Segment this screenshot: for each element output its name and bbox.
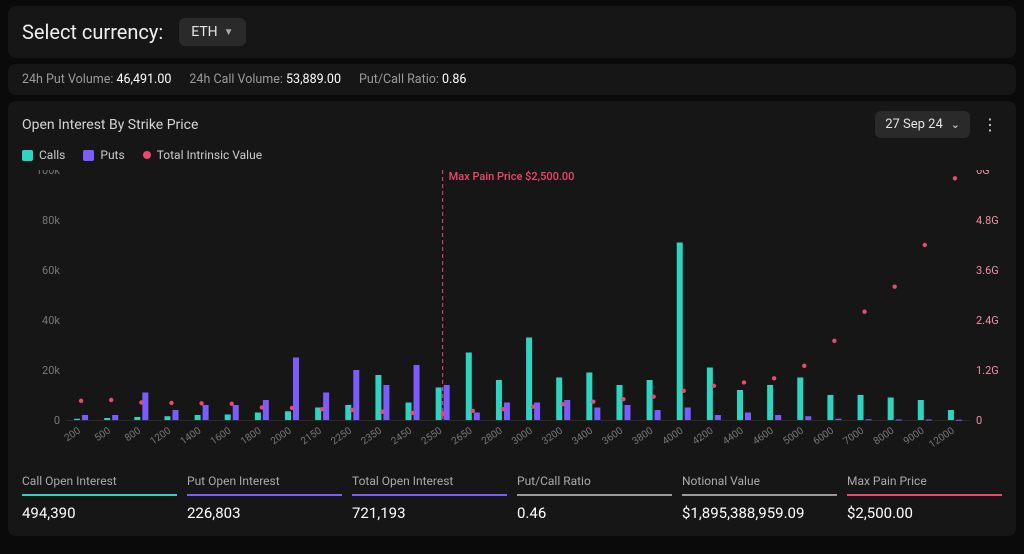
summary-bar bbox=[847, 494, 1002, 496]
svg-text:2350: 2350 bbox=[359, 425, 384, 447]
svg-text:0: 0 bbox=[54, 414, 60, 427]
summary-value: 721,193 bbox=[352, 504, 507, 522]
currency-select[interactable]: ETH ▼ bbox=[179, 18, 245, 46]
summary-item: Call Open Interest 494,390 bbox=[22, 470, 177, 522]
svg-text:4400: 4400 bbox=[721, 425, 746, 447]
call-volume-stat: 24h Call Volume: 53,889.00 bbox=[189, 72, 341, 87]
legend-puts[interactable]: Puts bbox=[83, 148, 124, 162]
summary-bar bbox=[352, 494, 507, 496]
chevron-down-icon: ⌄ bbox=[951, 118, 960, 131]
svg-text:6000: 6000 bbox=[811, 425, 836, 447]
summary-label: Max Pain Price bbox=[847, 474, 1002, 488]
summary-value: 226,803 bbox=[187, 504, 342, 522]
currency-value: ETH bbox=[191, 24, 217, 40]
svg-text:7000: 7000 bbox=[842, 425, 867, 447]
svg-text:2250: 2250 bbox=[329, 425, 354, 447]
svg-text:2000: 2000 bbox=[269, 425, 294, 447]
svg-text:3000: 3000 bbox=[510, 425, 535, 447]
svg-text:500: 500 bbox=[93, 425, 113, 444]
more-menu-button[interactable]: ⋮ bbox=[978, 113, 1002, 137]
svg-text:1.2G: 1.2G bbox=[976, 364, 999, 377]
chart-title: Open Interest By Strike Price bbox=[22, 117, 198, 133]
svg-text:3600: 3600 bbox=[600, 425, 625, 447]
chart-area: 0 20k 40k 60k 80k 100k 0 1.2G 2.4G 3.6G 4.8G 6G 200 5… bbox=[22, 170, 1002, 460]
summary-item: Put Open Interest 226,803 bbox=[187, 470, 342, 522]
svg-text:40k: 40k bbox=[42, 314, 60, 327]
stats-panel: 24h Put Volume: 46,491.00 24h Call Volum… bbox=[8, 64, 1016, 95]
svg-text:2650: 2650 bbox=[450, 425, 475, 447]
legend-calls[interactable]: Calls bbox=[22, 148, 65, 162]
dots-vertical-icon: ⋮ bbox=[982, 115, 998, 134]
summary-label: Total Open Interest bbox=[352, 474, 507, 488]
summary-bar bbox=[22, 494, 177, 496]
svg-text:3200: 3200 bbox=[540, 425, 565, 447]
svg-text:4.8G: 4.8G bbox=[976, 214, 999, 227]
svg-text:Max Pain Price $2,500.00: Max Pain Price $2,500.00 bbox=[449, 170, 575, 183]
chart-panel: Open Interest By Strike Price 27 Sep 24 … bbox=[8, 101, 1016, 536]
summary-bar bbox=[187, 494, 342, 496]
svg-text:800: 800 bbox=[123, 425, 143, 444]
svg-text:1600: 1600 bbox=[209, 425, 234, 447]
currency-label: Select currency: bbox=[22, 20, 163, 44]
svg-text:4200: 4200 bbox=[691, 425, 716, 447]
summary-value: 0.46 bbox=[517, 504, 672, 522]
svg-text:2.4G: 2.4G bbox=[976, 314, 999, 327]
svg-text:12000: 12000 bbox=[927, 425, 957, 450]
svg-text:4000: 4000 bbox=[661, 425, 686, 447]
svg-text:3400: 3400 bbox=[570, 425, 595, 447]
tiv-swatch bbox=[143, 151, 151, 159]
svg-text:1400: 1400 bbox=[179, 425, 204, 447]
svg-text:0: 0 bbox=[976, 414, 982, 427]
svg-text:20k: 20k bbox=[42, 364, 60, 377]
svg-text:9000: 9000 bbox=[902, 425, 927, 447]
svg-text:4600: 4600 bbox=[751, 425, 776, 447]
svg-text:3800: 3800 bbox=[631, 425, 656, 447]
svg-text:6G: 6G bbox=[976, 170, 990, 177]
svg-text:8000: 8000 bbox=[872, 425, 897, 447]
puts-swatch bbox=[83, 150, 94, 161]
put-volume-stat: 24h Put Volume: 46,491.00 bbox=[22, 72, 171, 87]
summary-item: Max Pain Price $2,500.00 bbox=[847, 470, 1002, 522]
summary-value: $1,895,388,959.09 bbox=[682, 504, 837, 522]
open-interest-chart: 0 20k 40k 60k 80k 100k 0 1.2G 2.4G 3.6G 4.8G 6G 200 5… bbox=[22, 170, 1002, 460]
svg-text:200: 200 bbox=[63, 425, 83, 444]
svg-text:3.6G: 3.6G bbox=[976, 264, 999, 277]
svg-text:1800: 1800 bbox=[239, 425, 264, 447]
put-call-ratio-stat: Put/Call Ratio: 0.86 bbox=[359, 72, 466, 87]
summary-label: Put/Call Ratio bbox=[517, 474, 672, 488]
svg-text:80k: 80k bbox=[42, 214, 60, 227]
calls-swatch bbox=[22, 150, 33, 161]
caret-down-icon: ▼ bbox=[224, 27, 234, 38]
summary-item: Put/Call Ratio 0.46 bbox=[517, 470, 672, 522]
summary-label: Put Open Interest bbox=[187, 474, 342, 488]
summary-value: $2,500.00 bbox=[847, 504, 1002, 522]
svg-text:2550: 2550 bbox=[420, 425, 445, 447]
summary-bar bbox=[682, 494, 837, 496]
summary-value: 494,390 bbox=[22, 504, 177, 522]
summary-label: Call Open Interest bbox=[22, 474, 177, 488]
legend: Calls Puts Total Intrinsic Value bbox=[22, 148, 1002, 162]
summary-label: Notional Value bbox=[682, 474, 837, 488]
summary-bar bbox=[517, 494, 672, 496]
svg-text:100k: 100k bbox=[36, 170, 61, 177]
svg-text:60k: 60k bbox=[42, 264, 60, 277]
svg-text:1200: 1200 bbox=[148, 425, 173, 447]
svg-text:2150: 2150 bbox=[299, 425, 324, 447]
summary-row: Call Open Interest 494,390 Put Open Intere… bbox=[22, 470, 1002, 522]
chart-header: Open Interest By Strike Price 27 Sep 24 … bbox=[22, 111, 1002, 138]
legend-tiv[interactable]: Total Intrinsic Value bbox=[143, 148, 262, 162]
summary-item: Total Open Interest 721,193 bbox=[352, 470, 507, 522]
svg-text:2450: 2450 bbox=[390, 425, 415, 447]
svg-text:5000: 5000 bbox=[781, 425, 806, 447]
date-select[interactable]: 27 Sep 24 ⌄ bbox=[875, 111, 970, 138]
date-value: 27 Sep 24 bbox=[885, 117, 943, 132]
currency-panel: Select currency: ETH ▼ bbox=[8, 6, 1016, 58]
summary-item: Notional Value $1,895,388,959.09 bbox=[682, 470, 837, 522]
svg-text:2800: 2800 bbox=[480, 425, 505, 447]
